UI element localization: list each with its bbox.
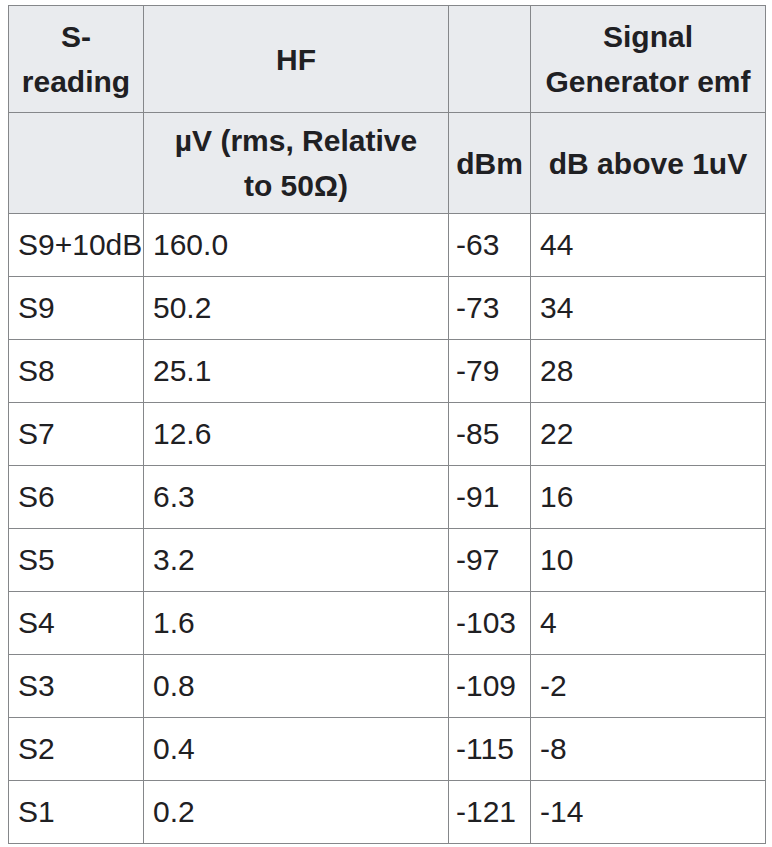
cell-db-above: -2 xyxy=(531,655,766,718)
cell-db-above: 10 xyxy=(531,529,766,592)
table-row: S7 12.6 -85 22 xyxy=(9,403,766,466)
header-spacer-top xyxy=(449,6,531,113)
cell-s-reading: S6 xyxy=(9,466,144,529)
cell-s-reading: S5 xyxy=(9,529,144,592)
cell-db-above: 44 xyxy=(531,214,766,277)
header-row-groups: S- reading HF Signal Generator emf xyxy=(9,6,766,113)
cell-s-reading: S9+10dB xyxy=(9,214,144,277)
cell-uv: 3.2 xyxy=(144,529,449,592)
cell-s-reading: S2 xyxy=(9,718,144,781)
table-body: S9+10dB 160.0 -63 44 S9 50.2 -73 34 S8 2… xyxy=(9,214,766,844)
cell-dbm: -79 xyxy=(449,340,531,403)
cell-dbm: -73 xyxy=(449,277,531,340)
cell-s-reading: S8 xyxy=(9,340,144,403)
header-db-above-1uv: dB above 1uV xyxy=(531,113,766,214)
cell-db-above: 22 xyxy=(531,403,766,466)
table-row: S1 0.2 -121 -14 xyxy=(9,781,766,844)
cell-s-reading: S3 xyxy=(9,655,144,718)
cell-dbm: -103 xyxy=(449,592,531,655)
cell-dbm: -63 xyxy=(449,214,531,277)
s-meter-conversion-table: S- reading HF Signal Generator emf µV (r… xyxy=(8,5,766,844)
cell-uv: 25.1 xyxy=(144,340,449,403)
header-uv-rms: µV (rms, Relative to 50Ω) xyxy=(144,113,449,214)
cell-uv: 0.2 xyxy=(144,781,449,844)
cell-uv: 0.8 xyxy=(144,655,449,718)
cell-uv: 1.6 xyxy=(144,592,449,655)
cell-dbm: -115 xyxy=(449,718,531,781)
table-row: S5 3.2 -97 10 xyxy=(9,529,766,592)
header-signal-generator-emf: Signal Generator emf xyxy=(531,6,766,113)
cell-uv: 50.2 xyxy=(144,277,449,340)
table-row: S4 1.6 -103 4 xyxy=(9,592,766,655)
cell-uv: 0.4 xyxy=(144,718,449,781)
cell-s-reading: S1 xyxy=(9,781,144,844)
header-row-units: µV (rms, Relative to 50Ω) dBm dB above 1… xyxy=(9,113,766,214)
cell-db-above: 28 xyxy=(531,340,766,403)
table-row: S8 25.1 -79 28 xyxy=(9,340,766,403)
cell-dbm: -121 xyxy=(449,781,531,844)
cell-db-above: 34 xyxy=(531,277,766,340)
table-row: S6 6.3 -91 16 xyxy=(9,466,766,529)
table-row: S2 0.4 -115 -8 xyxy=(9,718,766,781)
cell-s-reading: S9 xyxy=(9,277,144,340)
header-dbm: dBm xyxy=(449,113,531,214)
cell-uv: 160.0 xyxy=(144,214,449,277)
table-row: S9+10dB 160.0 -63 44 xyxy=(9,214,766,277)
cell-dbm: -109 xyxy=(449,655,531,718)
table-row: S9 50.2 -73 34 xyxy=(9,277,766,340)
cell-db-above: -8 xyxy=(531,718,766,781)
cell-s-reading: S4 xyxy=(9,592,144,655)
header-hf: HF xyxy=(144,6,449,113)
cell-s-reading: S7 xyxy=(9,403,144,466)
cell-dbm: -91 xyxy=(449,466,531,529)
table-header: S- reading HF Signal Generator emf µV (r… xyxy=(9,6,766,214)
cell-uv: 6.3 xyxy=(144,466,449,529)
cell-db-above: -14 xyxy=(531,781,766,844)
cell-uv: 12.6 xyxy=(144,403,449,466)
cell-db-above: 16 xyxy=(531,466,766,529)
header-spacer-left xyxy=(9,113,144,214)
cell-dbm: -97 xyxy=(449,529,531,592)
cell-dbm: -85 xyxy=(449,403,531,466)
table-row: S3 0.8 -109 -2 xyxy=(9,655,766,718)
header-s-reading: S- reading xyxy=(9,6,144,113)
cell-db-above: 4 xyxy=(531,592,766,655)
